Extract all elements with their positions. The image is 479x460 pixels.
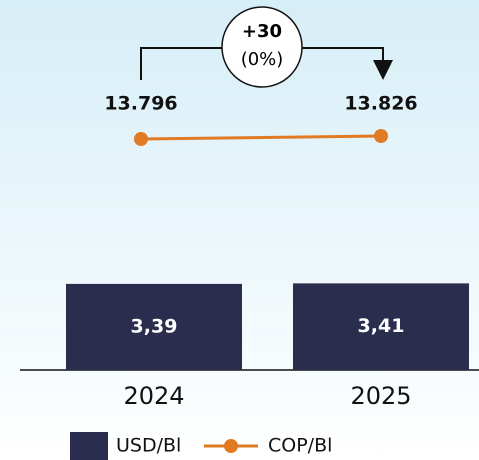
x-tick-label: 2024 (123, 382, 184, 410)
line-point (134, 132, 148, 146)
bar (66, 283, 242, 370)
change-bracket (140, 47, 383, 80)
line-value-label: 13.796 (104, 93, 177, 115)
legend-label: USD/Bl (116, 435, 181, 457)
legend-label: COP/Bl (268, 435, 332, 457)
line-value-label: 13.826 (344, 93, 417, 115)
bar-value-label: 3,41 (358, 315, 405, 337)
change-percent: (0%) (241, 49, 284, 70)
bar-value-label: 3,39 (131, 315, 178, 337)
legend-swatch (70, 432, 108, 460)
change-value: +30 (242, 21, 282, 42)
x-tick-label: 2025 (350, 382, 411, 410)
line (140, 134, 382, 141)
change-bubble (221, 6, 303, 88)
legend-swatch (224, 439, 238, 453)
bar (293, 283, 469, 370)
line-point (374, 129, 388, 143)
